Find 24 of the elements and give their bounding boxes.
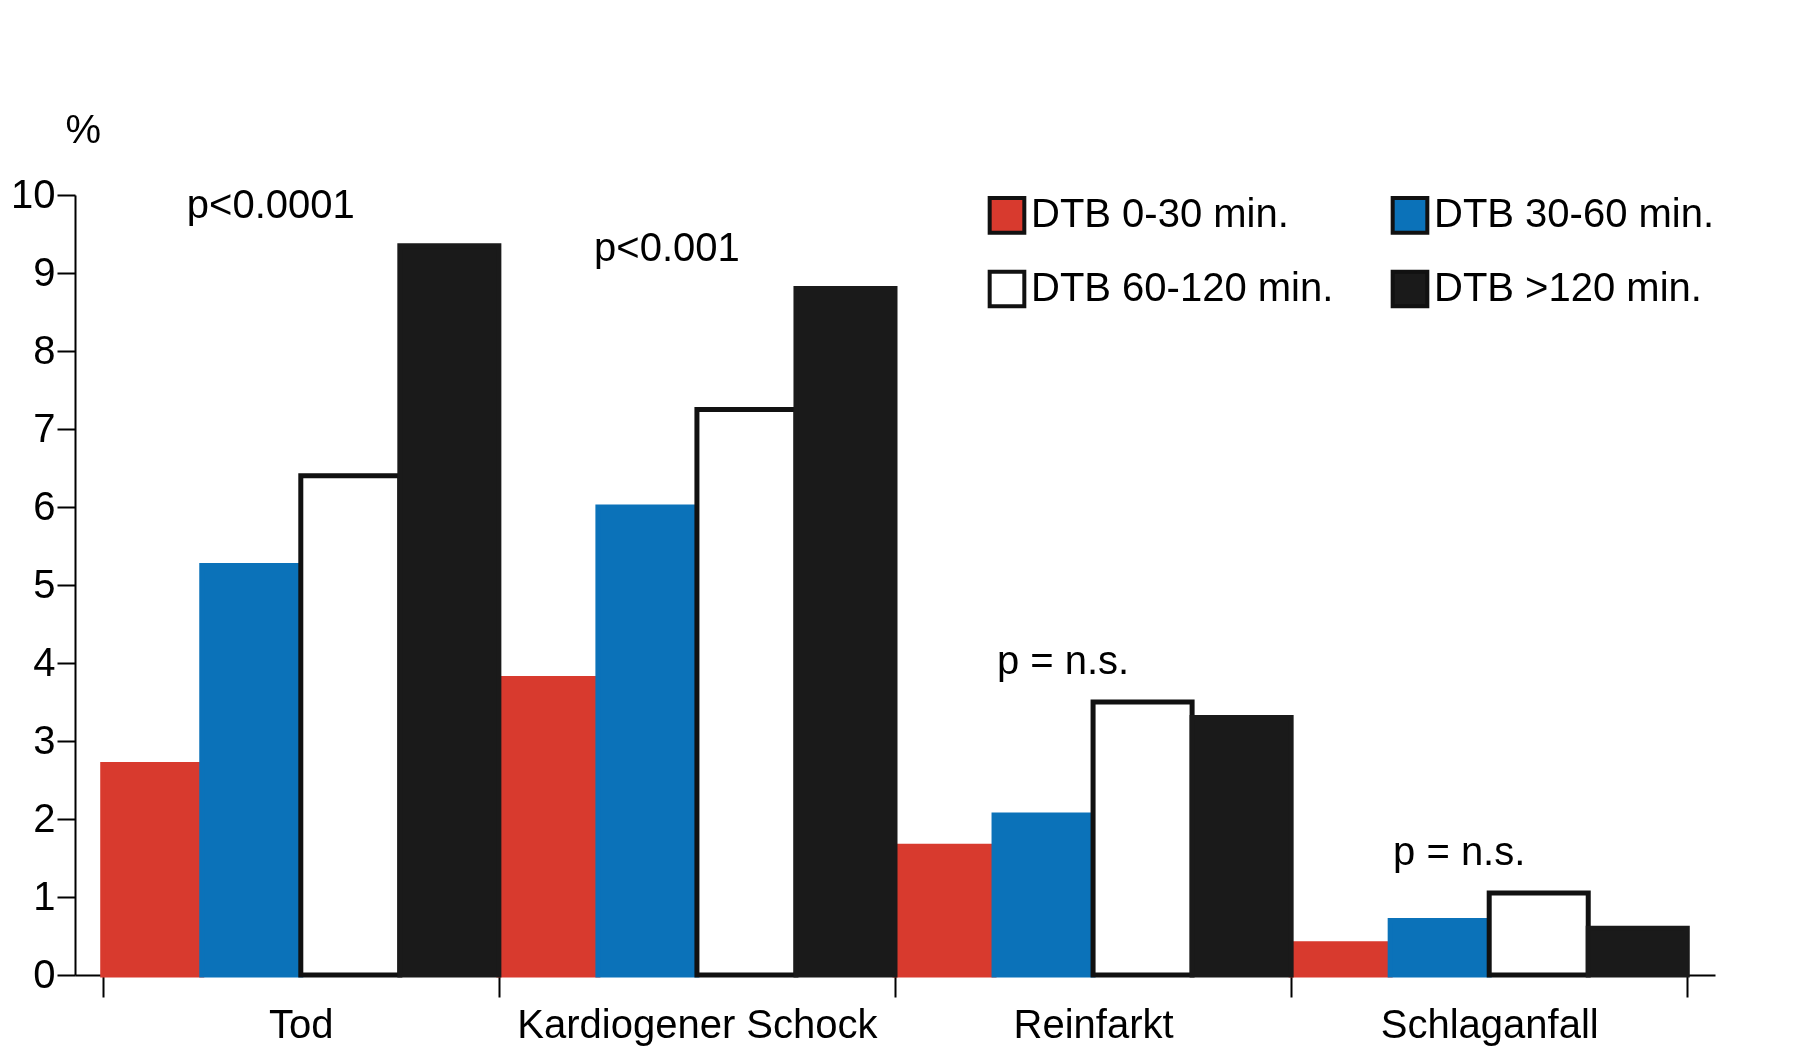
legend-label: DTB 30-60 min. (1434, 191, 1715, 236)
y-tick-label: 4 (33, 639, 56, 684)
x-tick-label: Kardiogener Schock (517, 1001, 879, 1046)
y-tick-label: 7 (33, 405, 56, 450)
annotation: p = n.s. (996, 638, 1130, 682)
y-tick-label: 0 (33, 951, 56, 996)
y-tick-label: 6 (33, 483, 56, 528)
y-tick-label: 10 (11, 171, 56, 216)
x-tick-label: Schlaganfall (1380, 1001, 1599, 1046)
y-tick-label: 1 (33, 873, 56, 918)
legend-label: DTB 0-30 min. (1031, 191, 1289, 236)
x-tick-label: Reinfarkt (1013, 1001, 1174, 1046)
y-tick-label: 3 (33, 717, 56, 762)
legend-label: DTB >120 min. (1434, 265, 1702, 309)
annotation: p<0.0001 (186, 181, 355, 226)
y-axis-title: % (65, 106, 102, 151)
y-tick-label: 2 (33, 795, 56, 840)
annotation: p<0.001 (594, 224, 740, 269)
x-tick-label: Tod (269, 1001, 334, 1046)
annotation: p = n.s. (1393, 829, 1526, 874)
y-tick-label: 5 (33, 561, 56, 606)
y-tick-label: 8 (33, 327, 56, 372)
y-tick-label: 9 (33, 249, 56, 294)
legend-label: DTB 60-120 min. (1031, 265, 1334, 309)
